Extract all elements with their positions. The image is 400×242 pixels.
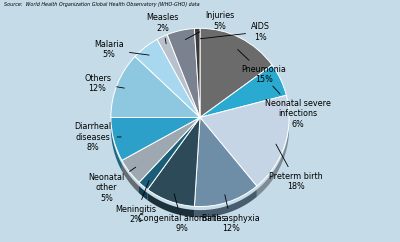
Text: Preterm birth
18%: Preterm birth 18%: [270, 144, 323, 191]
Text: Measles
2%: Measles 2%: [146, 13, 179, 44]
Wedge shape: [194, 117, 257, 207]
Text: Injuries
5%: Injuries 5%: [185, 11, 234, 40]
Text: AIDS
1%: AIDS 1%: [200, 22, 270, 42]
Polygon shape: [139, 186, 148, 200]
Wedge shape: [111, 117, 200, 160]
Wedge shape: [200, 65, 286, 117]
Polygon shape: [111, 109, 112, 128]
Wedge shape: [148, 117, 200, 206]
Text: Malaria
5%: Malaria 5%: [94, 40, 149, 59]
Text: Congenital anomalies
9%: Congenital anomalies 9%: [138, 194, 226, 233]
Polygon shape: [194, 190, 257, 217]
Text: Neonatal
other
5%: Neonatal other 5%: [88, 167, 136, 203]
Text: Meningitis
2%: Meningitis 2%: [115, 181, 156, 224]
Wedge shape: [139, 117, 200, 189]
Text: Birth asphyxia
12%: Birth asphyxia 12%: [202, 195, 260, 233]
Wedge shape: [122, 117, 200, 182]
Wedge shape: [200, 28, 272, 117]
Wedge shape: [111, 56, 200, 117]
Polygon shape: [257, 109, 289, 197]
Polygon shape: [148, 193, 194, 217]
Polygon shape: [111, 121, 122, 171]
Wedge shape: [200, 95, 289, 186]
Polygon shape: [122, 164, 139, 193]
Text: Pneumonia
15%: Pneumonia 15%: [238, 49, 287, 84]
Text: Diarrheal
diseases
8%: Diarrheal diseases 8%: [74, 122, 121, 152]
Wedge shape: [194, 28, 200, 117]
Text: Neonatal severe
infections
6%: Neonatal severe infections 6%: [265, 86, 331, 129]
Text: Source:  World Health Organization Global Health Observatory (WHO-GHO) data: Source: World Health Organization Global…: [4, 2, 200, 8]
Wedge shape: [157, 35, 200, 117]
Wedge shape: [167, 29, 200, 117]
Wedge shape: [135, 39, 200, 117]
Text: Others
12%: Others 12%: [84, 74, 124, 93]
